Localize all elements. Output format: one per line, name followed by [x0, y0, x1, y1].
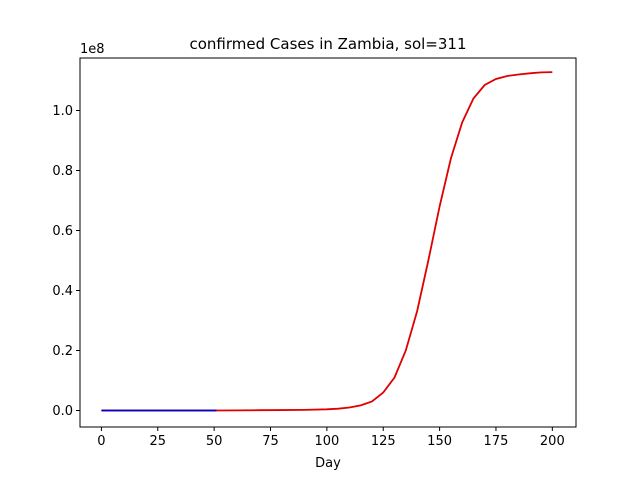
chart-title: confirmed Cases in Zambia, sol=311 [189, 35, 466, 53]
y-tick-label: 0.6 [52, 224, 73, 239]
plot-frame [79, 57, 577, 428]
plot-lines [101, 71, 553, 412]
y-tick-label: 0.0 [52, 404, 73, 419]
y-axis: 0.0 0.2 0.4 0.6 0.8 1.0 [52, 104, 80, 419]
x-tick-label: 150 [427, 434, 452, 449]
x-tick-label: 125 [371, 434, 396, 449]
y-offset-label: 1e8 [80, 42, 105, 57]
x-tick-label: 0 [97, 434, 105, 449]
x-axis: 0 25 50 75 100 125 150 175 200 [97, 427, 565, 449]
y-tick-label: 1.0 [52, 104, 73, 119]
x-tick-label: 175 [484, 434, 509, 449]
y-tick-label: 0.4 [52, 284, 73, 299]
x-tick-label: 200 [540, 434, 565, 449]
x-axis-label: Day [315, 456, 341, 471]
x-tick-label: 100 [314, 434, 339, 449]
series-line-0 [101, 71, 553, 412]
x-tick-label: 25 [150, 434, 167, 449]
y-tick-label: 0.2 [52, 344, 73, 359]
y-tick-label: 0.8 [52, 164, 73, 179]
x-tick-label: 75 [262, 434, 279, 449]
x-tick-label: 50 [206, 434, 223, 449]
